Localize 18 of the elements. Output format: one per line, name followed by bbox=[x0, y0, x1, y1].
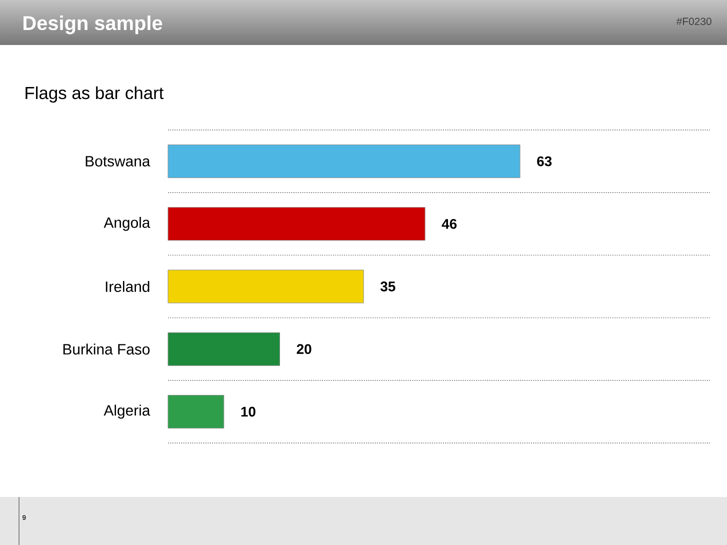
chart-title: Design sample bbox=[24, 16, 162, 34]
y-tick-label: Ireland bbox=[106, 281, 150, 292]
data-label: 46 bbox=[442, 218, 457, 229]
y-tick-label: Botswana bbox=[86, 156, 150, 166]
bar bbox=[168, 332, 280, 366]
y-tick-label: Angola bbox=[104, 216, 150, 231]
bar bbox=[168, 207, 426, 241]
text: #F0230 bbox=[676, 18, 712, 26]
y-tick-label: Algeria bbox=[104, 404, 150, 419]
data-label: 10 bbox=[241, 406, 256, 417]
bar bbox=[168, 270, 364, 304]
data-label: 35 bbox=[380, 282, 396, 292]
data-label: 20 bbox=[296, 344, 312, 354]
bar bbox=[168, 394, 224, 428]
chart-subtitle: Flags as bar chart bbox=[26, 86, 164, 103]
bar bbox=[168, 144, 520, 178]
y-tick-label: Burkina Faso bbox=[63, 344, 150, 355]
data-label: 63 bbox=[537, 156, 552, 166]
